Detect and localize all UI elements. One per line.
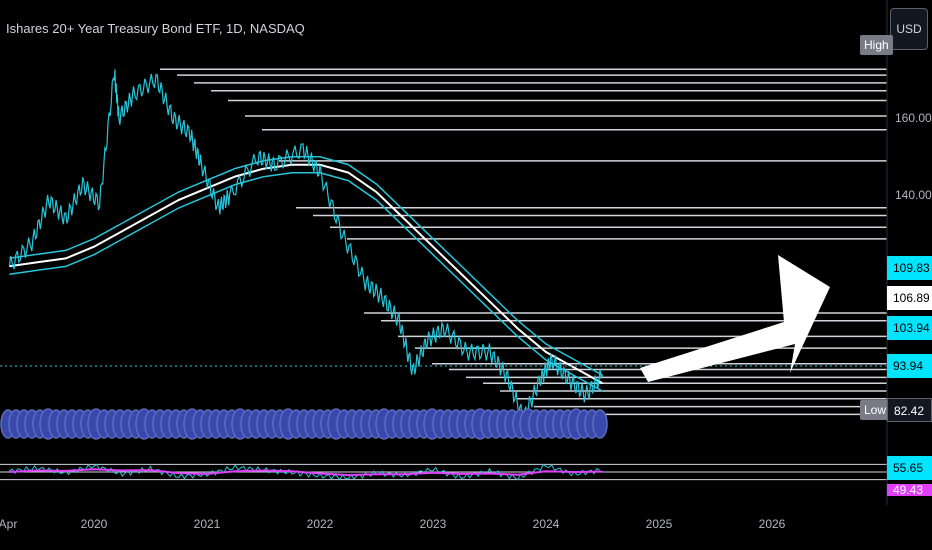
last-price-label: 93.94 xyxy=(887,354,932,378)
signal-marker xyxy=(592,409,608,439)
upper-band-line xyxy=(9,156,603,376)
lower-band-line xyxy=(9,172,603,392)
high-badge: High xyxy=(860,35,893,55)
x-tick-2020: 2020 xyxy=(80,517,108,531)
x-tick-2023: 2023 xyxy=(419,517,447,531)
signal-markers xyxy=(0,408,608,440)
y-tick-160: 160.00 xyxy=(895,111,932,125)
rsi-value-label: 55.65 xyxy=(887,456,932,480)
horizontal-levels xyxy=(160,68,887,416)
price-series xyxy=(8,69,604,426)
x-tick-2026: 2026 xyxy=(758,517,786,531)
x-tick-2024: 2024 xyxy=(532,517,560,531)
x-tick-2021: 2021 xyxy=(193,517,221,531)
rsi-ma-line xyxy=(9,468,603,477)
rsi-pane xyxy=(0,463,887,481)
moving-average-bands xyxy=(9,156,603,392)
price-line xyxy=(8,69,604,426)
chart-title: Ishares 20+ Year Treasury Bond ETF, 1D, … xyxy=(6,21,305,36)
lower-band-label: 103.94 xyxy=(887,316,932,340)
projection-arrow xyxy=(640,255,830,382)
upper-band-label: 109.83 xyxy=(887,256,932,280)
rsi-ma-label: 49.43 xyxy=(887,484,932,496)
low-badge: Low xyxy=(860,400,891,420)
middle-band-label: 106.89 xyxy=(887,286,932,310)
low-value-label: 82.42 xyxy=(887,398,932,422)
median-line xyxy=(9,163,603,385)
y-tick-140: 140.00 xyxy=(895,188,932,202)
currency-button[interactable]: USD xyxy=(890,8,928,50)
x-tick-apr: Apr xyxy=(0,517,18,531)
x-tick-2022: 2022 xyxy=(306,517,334,531)
x-tick-2025: 2025 xyxy=(645,517,673,531)
